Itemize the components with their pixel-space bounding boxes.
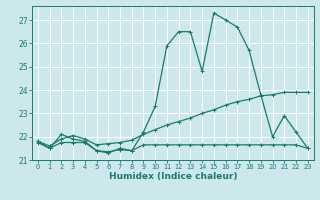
X-axis label: Humidex (Indice chaleur): Humidex (Indice chaleur): [108, 172, 237, 181]
